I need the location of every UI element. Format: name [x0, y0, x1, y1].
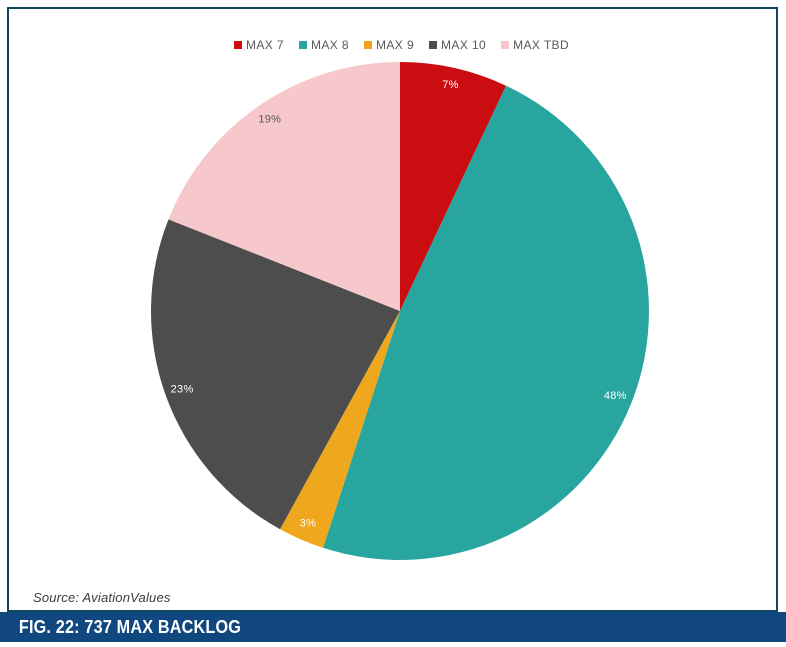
legend-swatch-max-tbd	[501, 41, 510, 49]
legend-label: MAX 10	[441, 38, 487, 52]
legend-swatch-max-9	[364, 41, 372, 49]
legend-label: MAX 8	[310, 38, 349, 52]
legend-swatch-max-8	[298, 41, 307, 49]
legend-item-max-8: MAX 8	[298, 38, 349, 52]
legend-label: MAX TBD	[513, 38, 570, 52]
figure-caption-bar: FIG. 22: 737 MAX BACKLOG	[0, 612, 786, 642]
legend-item-max-7: MAX 7	[233, 38, 284, 52]
legend-swatch-max-10	[429, 41, 438, 49]
legend-swatch-max-7	[233, 41, 242, 49]
legend-item-max-tbd: MAX TBD	[501, 38, 569, 52]
legend-label: MAX 9	[376, 38, 415, 52]
legend-item-max-10: MAX 10	[429, 38, 486, 52]
chart-panel: MAX 7 MAX 8 MAX 9 MAX 10 MAX TBD Source: Avi…	[7, 7, 778, 612]
figure-caption: FIG. 22: 737 MAX BACKLOG	[18, 616, 242, 637]
legend-item-max-9: MAX 9	[364, 38, 414, 52]
legend-label: MAX 7	[245, 38, 284, 52]
source-note: Source: AviationValues	[33, 590, 171, 605]
chart-legend: MAX 7 MAX 8 MAX 9 MAX 10 MAX TBD	[16, 38, 786, 52]
